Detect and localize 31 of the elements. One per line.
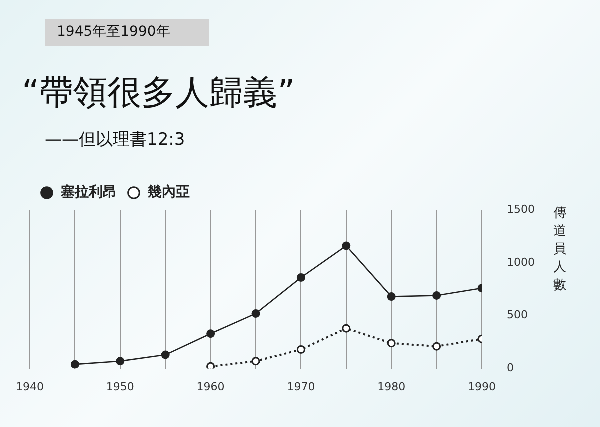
- point: [432, 292, 442, 300]
- x-tick-label: 1960: [196, 380, 225, 394]
- y-tick-label: 0: [507, 362, 514, 375]
- point: [116, 357, 125, 366]
- x-tick-label: 1950: [106, 380, 134, 394]
- point: [252, 357, 260, 366]
- y-axis-title: 傳道員人數: [552, 205, 568, 295]
- x-tick-label: 1970: [287, 380, 316, 394]
- point: [70, 360, 80, 369]
- point: [161, 350, 170, 360]
- text: 1945年至1990年: [45, 19, 209, 46]
- legend-label: 幾內亞: [147, 184, 190, 201]
- y-tick-label: 500: [507, 308, 528, 322]
- point: [206, 362, 216, 369]
- chart-subtitle: ——但以理書12:3: [45, 129, 186, 151]
- point: [342, 324, 351, 333]
- y-tick-label: 1500: [507, 202, 536, 216]
- point: [387, 292, 396, 302]
- y-tick-label: 1000: [507, 256, 536, 269]
- x-tick-label: 1980: [378, 380, 406, 394]
- point: [432, 342, 442, 351]
- point: [206, 330, 216, 338]
- point: [296, 345, 306, 354]
- point: [342, 242, 351, 250]
- point: [387, 339, 396, 348]
- x-tick-label: 1990: [468, 380, 496, 394]
- point: [252, 310, 260, 318]
- x-tick-label: 1940: [16, 380, 44, 394]
- point: [296, 274, 306, 282]
- legend-label: 塞拉利昂: [60, 184, 117, 201]
- chart-title: “帶領很多人歸義”: [22, 72, 296, 115]
